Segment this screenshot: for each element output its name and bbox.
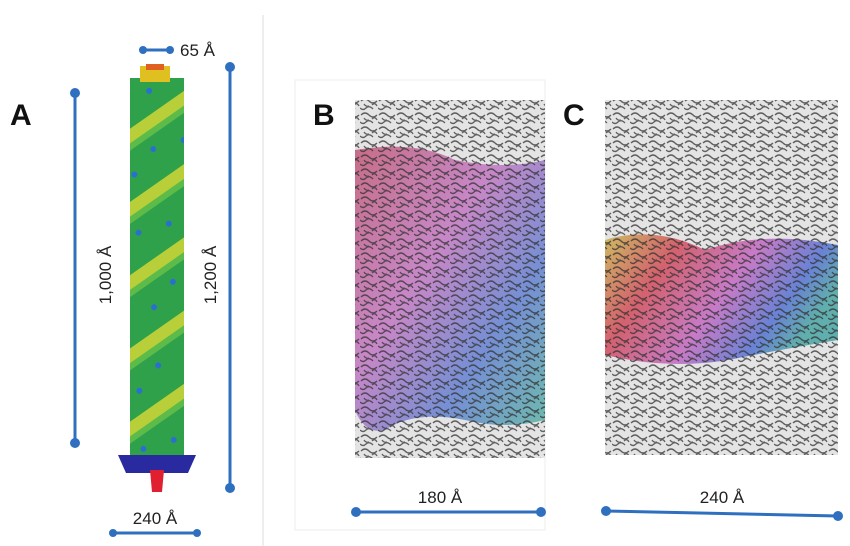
- dimension-label: 65 Å: [180, 41, 216, 60]
- dimension-end: [536, 507, 546, 517]
- dimension-end: [601, 506, 611, 516]
- filament-model: [118, 64, 196, 492]
- panel-label: A: [10, 99, 32, 132]
- density-map: [355, 100, 545, 458]
- panel-label: B: [313, 99, 335, 132]
- density-map: [605, 100, 838, 455]
- dimension-label: 1,200 Å: [201, 245, 220, 304]
- dimension-label: 240 Å: [133, 509, 178, 528]
- dimension-end: [351, 507, 361, 517]
- panel-label: C: [563, 99, 585, 132]
- dimension-end: [833, 511, 843, 521]
- dimension-lines: [70, 46, 235, 537]
- dimension-label: 180 Å: [418, 488, 463, 507]
- dimension-label: 240 Å: [700, 488, 745, 507]
- dimension-label: 1,000 Å: [96, 245, 115, 304]
- dimension-line: [605, 509, 839, 518]
